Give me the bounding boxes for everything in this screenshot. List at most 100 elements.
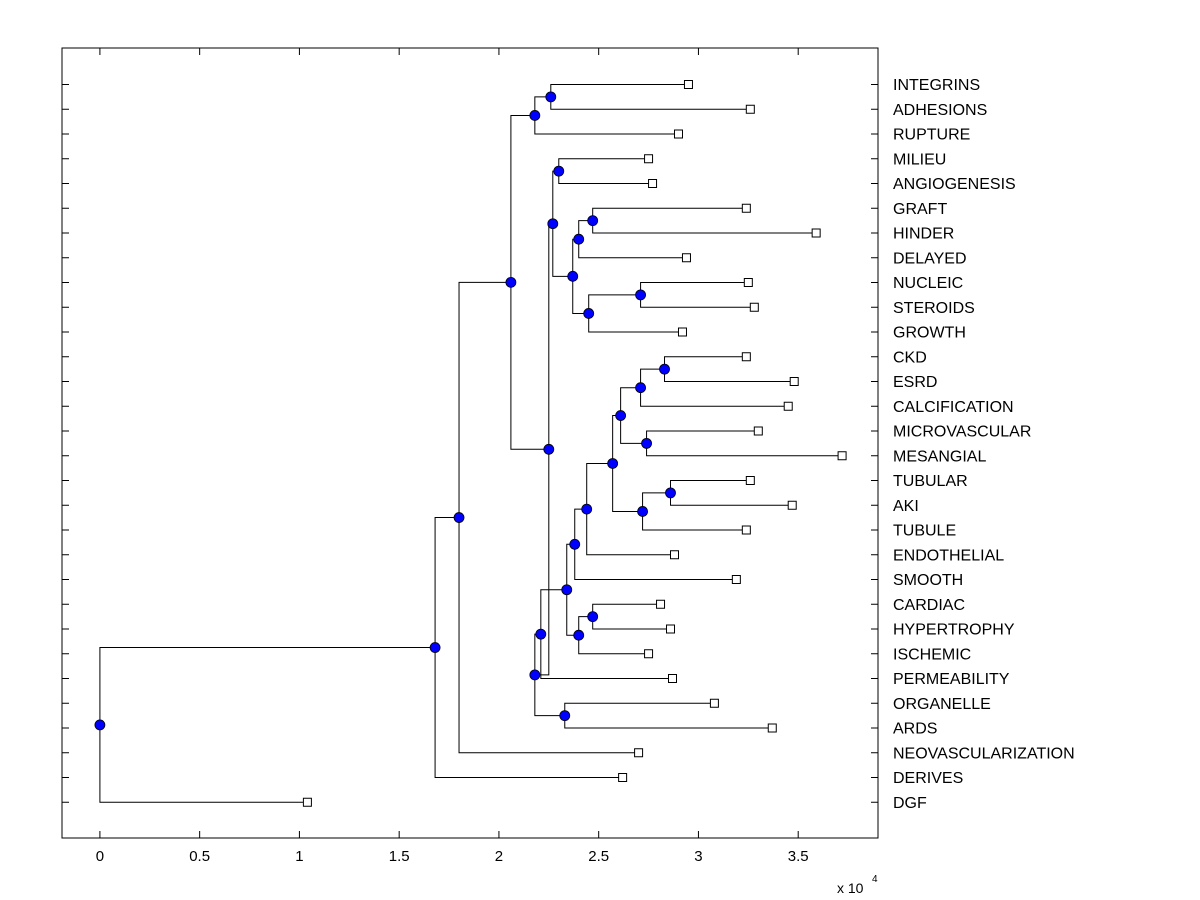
dendrogram-link [510, 282, 549, 450]
leaf-label: GROWTH [893, 325, 966, 342]
dendrogram-link [99, 724, 308, 803]
leaf-marker [673, 129, 683, 139]
leaf-marker [681, 253, 691, 263]
leaf-label: SMOOTH [893, 572, 963, 589]
leaf-label: ARDS [893, 721, 937, 738]
cluster-node [637, 506, 648, 517]
leaf-label: RUPTURE [893, 127, 970, 144]
leaf-marker [634, 748, 644, 758]
dendrogram-link [510, 114, 535, 283]
leaf-marker [745, 476, 755, 485]
x-tick-label: 1 [295, 848, 303, 865]
x-tick-label: 1.5 [389, 848, 410, 865]
x-tick-label: 0.5 [189, 848, 210, 865]
dendrogram-link [534, 674, 565, 717]
cluster-node [641, 437, 652, 449]
x-tick-label: 0 [96, 848, 104, 865]
dendrogram-link [586, 509, 675, 556]
leaf-marker [753, 426, 763, 436]
dendrogram-link [574, 544, 737, 580]
leaf-label: ISCHEMIC [893, 646, 971, 663]
leaf-marker [669, 550, 679, 560]
x-multiplier-label: x 10 [837, 880, 864, 896]
leaf-marker [644, 649, 654, 659]
leaf-marker [741, 352, 751, 362]
leaf-label: STEROIDS [893, 300, 975, 317]
cluster-node [429, 642, 441, 653]
dendrogram-link [458, 281, 511, 518]
leaf-marker [644, 154, 654, 164]
leaf-label: ORGANELLE [893, 696, 991, 713]
cluster-node-markers [94, 91, 676, 731]
dendrogram-link [588, 294, 641, 314]
dendrogram-link [540, 589, 567, 635]
leaf-marker [683, 80, 693, 89]
leaf-marker [741, 525, 751, 535]
cluster-node [505, 276, 517, 288]
x-tick-labels: 0 0.5 1 1.5 2 2.5 3 3.5 [96, 848, 809, 865]
x-tick-label: 2 [495, 848, 503, 865]
leaf-marker [783, 401, 793, 411]
leaf-label: CALCIFICATION [893, 399, 1014, 416]
dendrogram-link [642, 492, 671, 512]
dendrogram-link [612, 463, 643, 512]
leaf-label: CARDIAC [893, 597, 965, 614]
x-tick-label: 3.5 [788, 848, 809, 865]
leaf-marker [668, 674, 678, 683]
cluster-node [587, 215, 599, 227]
dendrogram-link [578, 635, 649, 655]
cluster-node [547, 218, 559, 230]
dendrogram-link [434, 647, 623, 778]
leaf-label: DGF [893, 795, 927, 812]
leaf-label: PERMEABILITY [893, 671, 1010, 688]
leaf-marker [618, 773, 628, 782]
leaf-marker [787, 500, 797, 510]
leaf-marker [789, 377, 799, 386]
leaf-marker [837, 451, 847, 461]
leaf-marker [709, 698, 719, 708]
leaf-label: HINDER [893, 226, 954, 243]
cluster-node [573, 233, 585, 245]
dendrogram-link [642, 511, 747, 531]
x-tick-label: 2.5 [588, 848, 609, 865]
dendrogram-link [578, 239, 687, 259]
leaf-label: TUBULAR [893, 473, 968, 490]
leaf-markers [302, 80, 847, 807]
dendrogram-link [458, 517, 639, 754]
cluster-node [581, 503, 593, 515]
leaf-label: MESANGIAL [893, 448, 986, 465]
leaf-label: TUBULE [893, 523, 956, 540]
axis-ticks [62, 48, 878, 838]
dendrogram-link [586, 462, 613, 510]
leaf-label: GRAFT [893, 201, 947, 218]
leaf-label: ESRD [893, 374, 937, 391]
cluster-node [553, 165, 565, 177]
cluster-node [569, 538, 581, 550]
leaf-marker [745, 104, 755, 114]
leaf-marker [648, 179, 658, 188]
cluster-node [453, 512, 465, 523]
leaf-label: MILIEU [893, 151, 946, 168]
x-tick-label: 3 [694, 848, 702, 865]
leaf-label: DELAYED [893, 250, 967, 267]
leaf-marker [302, 797, 312, 807]
cluster-node [567, 270, 579, 282]
leaf-marker [749, 302, 759, 312]
cluster-node [543, 443, 555, 455]
cluster-node [561, 584, 573, 596]
leaf-marker [743, 278, 753, 287]
dendrogram-link [552, 223, 573, 277]
leaf-marker [656, 599, 666, 609]
leaf-labels: INTEGRINS ADHESIONS RUPTURE MILIEU ANGIOGENE… [893, 77, 1075, 812]
leaf-label: NEOVASCULARIZATION [893, 745, 1075, 762]
cluster-node [545, 91, 557, 103]
cluster-node [587, 611, 599, 623]
dendrogram-link [540, 634, 673, 679]
leaf-label: AKI [893, 498, 919, 515]
leaf-marker [666, 624, 676, 634]
leaf-label: ANGIOGENESIS [893, 176, 1016, 193]
dendrogram-link [99, 647, 436, 725]
dendrogram-link [620, 415, 647, 444]
leaf-marker [677, 327, 687, 337]
